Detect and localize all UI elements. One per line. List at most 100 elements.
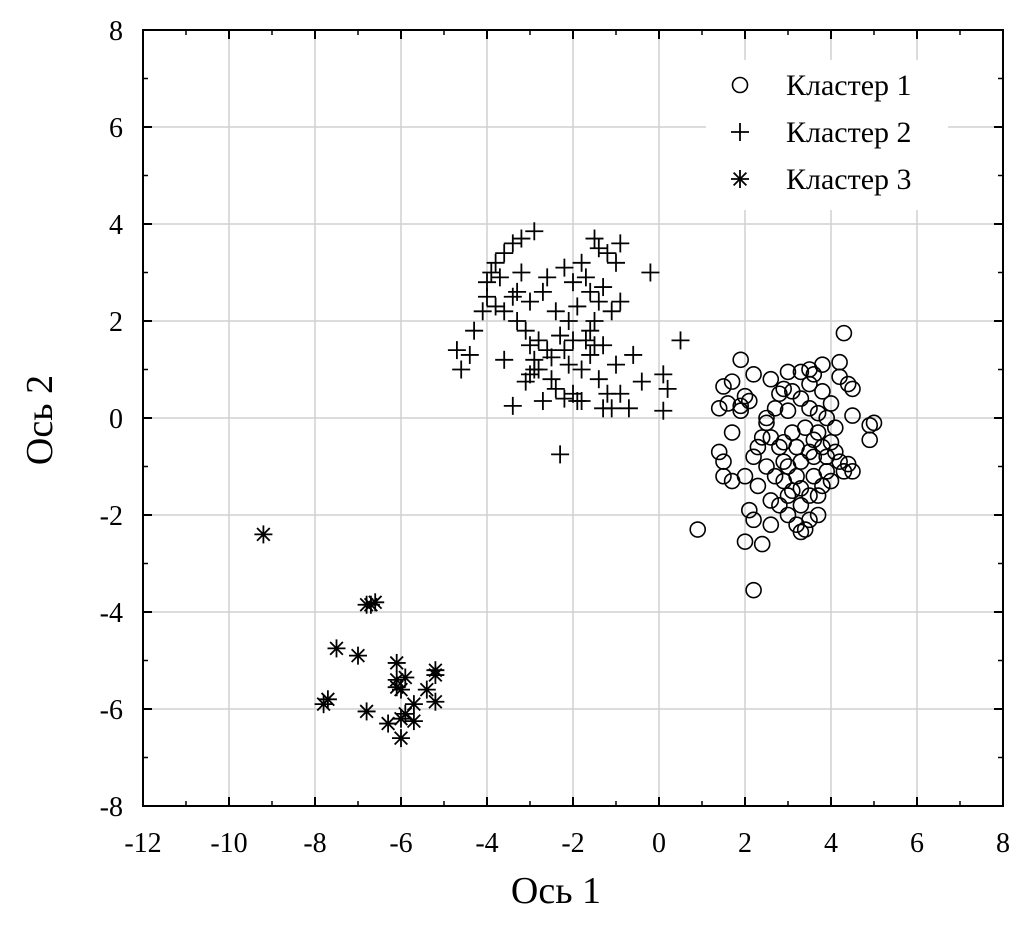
data-point-series-1	[740, 392, 758, 410]
marker-star-d2	[428, 668, 443, 683]
x-tick-label: -12	[124, 828, 161, 859]
data-point-series-3	[327, 639, 346, 658]
legend-label-1: Кластер 1	[786, 69, 912, 102]
x-tick-label: -10	[210, 828, 247, 859]
data-point-series-1	[861, 416, 879, 434]
x-tick-label: 4	[824, 828, 838, 859]
marker-circle	[762, 516, 780, 534]
data-point-series-2	[594, 399, 613, 418]
marker-circle	[775, 380, 793, 398]
data-point-series-2	[585, 336, 604, 355]
y-tick-label: 2	[109, 307, 123, 338]
marker-circle	[766, 467, 784, 485]
data-point-series-1	[775, 380, 793, 398]
data-point-series-2	[521, 336, 539, 355]
data-point-series-2	[611, 384, 630, 403]
axis-ticks: -12 -10 -8 -6 -4 -2 0 2 4 6 8 8 6 4 2 0 -2 -4 -6 -8	[100, 16, 1010, 859]
data-point-series-1	[715, 378, 732, 395]
data-point-series-1	[822, 395, 840, 412]
data-points	[254, 222, 883, 748]
data-point-series-2	[486, 297, 505, 316]
data-point-series-2	[594, 278, 613, 297]
data-point-series-1	[788, 467, 805, 485]
marker-star-d2	[394, 731, 408, 746]
legend-label-3: Кластер 3	[786, 163, 912, 196]
data-point-series-2	[546, 302, 565, 321]
x-tick-label: -4	[475, 828, 498, 859]
x-tick-label: 2	[738, 828, 752, 859]
data-point-series-1	[805, 366, 823, 383]
data-point-series-3	[254, 525, 273, 544]
data-point-series-1	[792, 390, 810, 407]
marker-circle	[814, 383, 831, 400]
data-point-series-2	[602, 302, 621, 321]
data-point-series-1	[809, 506, 827, 524]
marker-circle	[779, 487, 797, 504]
marker-circle	[732, 397, 750, 415]
marker-star-d2	[428, 694, 443, 709]
data-point-series-1	[740, 501, 758, 519]
data-point-series-1	[805, 448, 823, 466]
data-point-series-2	[551, 326, 570, 345]
data-point-series-1	[779, 363, 797, 381]
marker-circle	[805, 431, 823, 449]
data-point-series-2	[611, 234, 630, 253]
data-point-series-2	[495, 302, 514, 321]
data-point-series-1	[719, 395, 737, 412]
data-point-series-1	[801, 361, 818, 378]
data-point-series-2	[572, 392, 591, 411]
marker-circle	[844, 407, 861, 424]
data-point-series-2	[508, 312, 527, 330]
marker-circle	[826, 443, 844, 461]
marker-circle	[745, 448, 762, 466]
data-point-series-1	[715, 453, 732, 470]
data-point-series-1	[723, 424, 741, 441]
data-point-series-2	[533, 392, 552, 411]
legend-label-2: Кластер 2	[786, 116, 912, 149]
marker-circle	[783, 424, 801, 441]
marker-circle	[835, 324, 853, 342]
y-tick-label: -2	[100, 501, 123, 532]
data-point-series-2	[654, 365, 673, 384]
marker-circle	[865, 414, 883, 432]
marker-circle	[801, 511, 818, 529]
marker-circle	[822, 395, 840, 412]
data-point-series-1	[762, 492, 780, 509]
data-point-series-2	[555, 389, 574, 408]
data-point-series-1	[745, 448, 762, 466]
data-point-series-1	[831, 353, 848, 371]
data-point-series-1	[762, 516, 780, 534]
data-point-series-1	[792, 480, 810, 497]
legend-item-1: Кластер 1	[731, 69, 912, 102]
data-point-series-1	[865, 414, 883, 432]
data-point-series-2	[607, 253, 625, 272]
data-point-series-2	[589, 239, 608, 258]
data-point-series-2	[533, 282, 552, 301]
data-point-series-1	[689, 521, 707, 538]
marker-circle	[792, 480, 810, 497]
data-point-series-1	[736, 533, 754, 550]
marker-star-d2	[389, 655, 404, 670]
data-point-series-2	[503, 396, 522, 415]
data-point-series-2	[619, 399, 638, 418]
data-point-series-2	[658, 379, 677, 398]
marker-star-d2	[406, 714, 421, 729]
marker-circle	[715, 378, 732, 395]
legend-item-2: Кластер 2	[731, 116, 912, 149]
data-point-series-3	[392, 729, 410, 748]
data-point-series-2	[512, 263, 531, 282]
data-point-series-1	[749, 477, 767, 495]
data-point-series-3	[379, 714, 398, 733]
marker-circle	[731, 76, 749, 94]
y-tick-label: -4	[100, 598, 123, 629]
data-point-series-1	[732, 397, 750, 415]
data-point-series-2	[525, 222, 544, 241]
x-tick-label: -2	[561, 828, 584, 859]
data-point-series-1	[758, 458, 775, 475]
marker-circle	[771, 496, 788, 514]
data-point-series-1	[753, 429, 771, 446]
y-tick-label: -6	[100, 695, 123, 726]
data-point-series-2	[559, 312, 578, 330]
data-point-series-1	[801, 399, 818, 417]
